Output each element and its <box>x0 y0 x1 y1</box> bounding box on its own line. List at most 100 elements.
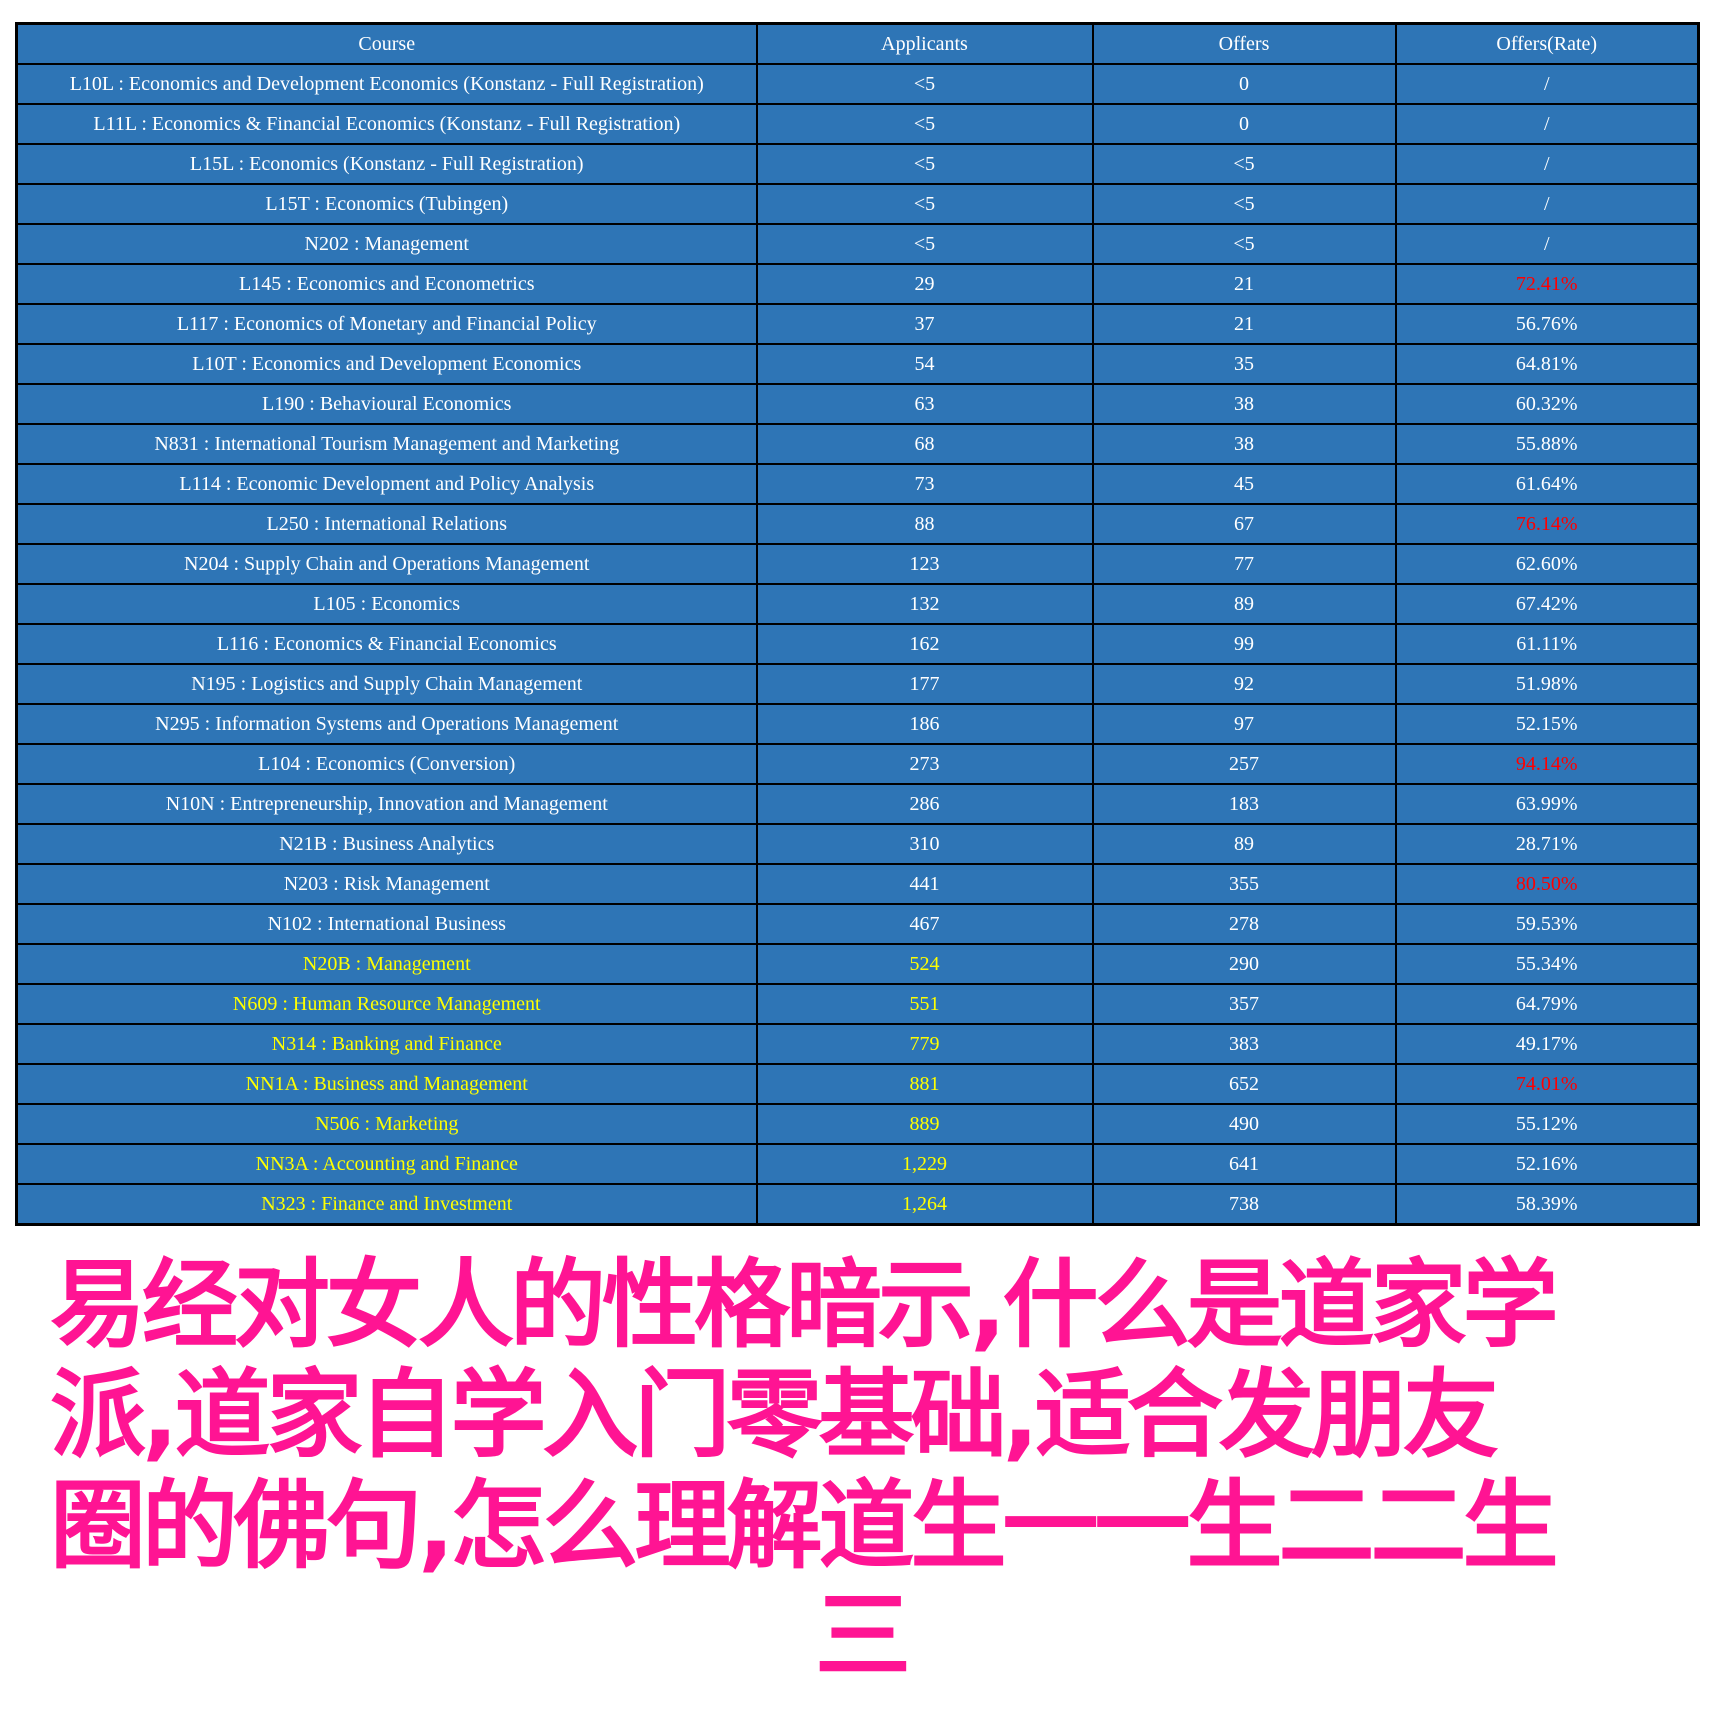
cell-course: N20B : Management <box>15 943 758 985</box>
cell-offers: 278 <box>1091 903 1397 945</box>
table-row: L145 : Economics and Econometrics 29 21 72.… <box>15 263 1700 305</box>
cell-offers: 355 <box>1091 863 1397 905</box>
table-row: L250 : International Relations 88 67 76.14% <box>15 503 1700 545</box>
cell-offers: <5 <box>1091 223 1397 265</box>
cell-offers-rate: / <box>1394 223 1700 265</box>
table-row: N295 : Information Systems and Operation… <box>15 703 1700 745</box>
table-row: N102 : International Business 467 278 59.53… <box>15 903 1700 945</box>
cell-applicants: 310 <box>755 823 1094 865</box>
cell-offers-rate: 62.60% <box>1394 543 1700 585</box>
header-offers: Offers <box>1091 22 1397 65</box>
cell-offers-rate: / <box>1394 103 1700 145</box>
cell-applicants: 467 <box>755 903 1094 945</box>
table-body: L10L : Economics and Development Economi… <box>15 63 1700 1226</box>
cell-course: N204 : Supply Chain and Operations Manag… <box>15 543 758 585</box>
cell-offers: 357 <box>1091 983 1397 1025</box>
cell-offers: 97 <box>1091 703 1397 745</box>
table-row: L114 : Economic Development and Policy A… <box>15 463 1700 505</box>
cell-applicants: 68 <box>755 423 1094 465</box>
cell-applicants: 177 <box>755 663 1094 705</box>
cell-offers: 490 <box>1091 1103 1397 1145</box>
header-course: Course <box>15 22 758 65</box>
table-row: L11L : Economics & Financial Economics (… <box>15 103 1700 145</box>
cell-offers-rate: 55.34% <box>1394 943 1700 985</box>
cell-course: L114 : Economic Development and Policy A… <box>15 463 758 505</box>
header-row: Course Applicants Offers Offers(Rate) <box>15 22 1700 65</box>
cell-applicants: 1,229 <box>755 1143 1094 1185</box>
table-row: L104 : Economics (Conversion) 273 257 94.14… <box>15 743 1700 785</box>
overlay-text: 易经对女人的性格暗示,什么是道家学 派,道家自学入门零基础,适合发朋友 圈的佛句… <box>50 1250 1690 1692</box>
cell-offers: 89 <box>1091 823 1397 865</box>
cell-offers: 738 <box>1091 1183 1397 1226</box>
cell-offers-rate: 55.88% <box>1394 423 1700 465</box>
cell-offers: 21 <box>1091 263 1397 305</box>
table-row: N20B : Management 524 290 55.34% <box>15 943 1700 985</box>
cell-applicants: 1,264 <box>755 1183 1094 1226</box>
cell-course: L250 : International Relations <box>15 503 758 545</box>
cell-offers: 383 <box>1091 1023 1397 1065</box>
table-row: L10T : Economics and Development Economi… <box>15 343 1700 385</box>
cell-offers-rate: / <box>1394 63 1700 105</box>
table-row: N314 : Banking and Finance 779 383 49.17% <box>15 1023 1700 1065</box>
cell-offers: 35 <box>1091 343 1397 385</box>
cell-applicants: 286 <box>755 783 1094 825</box>
cell-course: N323 : Finance and Investment <box>15 1183 758 1226</box>
cell-offers-rate: 59.53% <box>1394 903 1700 945</box>
cell-course: N202 : Management <box>15 223 758 265</box>
cell-applicants: 123 <box>755 543 1094 585</box>
cell-applicants: <5 <box>755 103 1094 145</box>
cell-course: N295 : Information Systems and Operation… <box>15 703 758 745</box>
cell-course: L145 : Economics and Econometrics <box>15 263 758 305</box>
cell-applicants: 88 <box>755 503 1094 545</box>
cell-course: L10L : Economics and Development Economi… <box>15 63 758 105</box>
cell-course: N21B : Business Analytics <box>15 823 758 865</box>
cell-offers: 0 <box>1091 63 1397 105</box>
cell-course: N203 : Risk Management <box>15 863 758 905</box>
table-row: N203 : Risk Management 441 355 80.50% <box>15 863 1700 905</box>
cell-course: L15L : Economics (Konstanz - Full Regist… <box>15 143 758 185</box>
cell-applicants: 63 <box>755 383 1094 425</box>
cell-offers-rate: 74.01% <box>1394 1063 1700 1105</box>
table-row: N609 : Human Resource Management 551 357 64… <box>15 983 1700 1025</box>
cell-offers: 641 <box>1091 1143 1397 1185</box>
cell-offers-rate: 55.12% <box>1394 1103 1700 1145</box>
admissions-table: Course Applicants Offers Offers(Rate) L1… <box>15 22 1700 1226</box>
table-row: L10L : Economics and Development Economi… <box>15 63 1700 105</box>
table-row: N204 : Supply Chain and Operations Manag… <box>15 543 1700 585</box>
cell-offers-rate: 58.39% <box>1394 1183 1700 1226</box>
cell-offers: <5 <box>1091 143 1397 185</box>
cell-offers-rate: 61.64% <box>1394 463 1700 505</box>
cell-offers: 0 <box>1091 103 1397 145</box>
cell-offers-rate: 52.15% <box>1394 703 1700 745</box>
cell-applicants: 273 <box>755 743 1094 785</box>
header-applicants: Applicants <box>755 22 1094 65</box>
cell-course: N102 : International Business <box>15 903 758 945</box>
cell-offers-rate: 80.50% <box>1394 863 1700 905</box>
table-row: N323 : Finance and Investment 1,264 738 58.… <box>15 1183 1700 1226</box>
cell-offers: 290 <box>1091 943 1397 985</box>
cell-applicants: 132 <box>755 583 1094 625</box>
cell-course: N831 : International Tourism Management … <box>15 423 758 465</box>
cell-offers: 21 <box>1091 303 1397 345</box>
cell-offers: 67 <box>1091 503 1397 545</box>
cell-offers-rate: 72.41% <box>1394 263 1700 305</box>
cell-applicants: 889 <box>755 1103 1094 1145</box>
cell-offers-rate: / <box>1394 143 1700 185</box>
cell-applicants: 162 <box>755 623 1094 665</box>
cell-offers-rate: 64.81% <box>1394 343 1700 385</box>
cell-offers: 183 <box>1091 783 1397 825</box>
cell-course: L15T : Economics (Tubingen) <box>15 183 758 225</box>
cell-applicants: 779 <box>755 1023 1094 1065</box>
cell-offers-rate: 67.42% <box>1394 583 1700 625</box>
cell-offers-rate: 94.14% <box>1394 743 1700 785</box>
cell-course: N609 : Human Resource Management <box>15 983 758 1025</box>
cell-course: N506 : Marketing <box>15 1103 758 1145</box>
table-row: L190 : Behavioural Economics 63 38 60.32% <box>15 383 1700 425</box>
cell-offers: 38 <box>1091 423 1397 465</box>
table-row: N202 : Management <5 <5/ <box>15 223 1700 265</box>
cell-course: L10T : Economics and Development Economi… <box>15 343 758 385</box>
cell-offers: 77 <box>1091 543 1397 585</box>
table-row: L15L : Economics (Konstanz - Full Regist… <box>15 143 1700 185</box>
table-row: N831 : International Tourism Management … <box>15 423 1700 465</box>
cell-offers: <5 <box>1091 183 1397 225</box>
